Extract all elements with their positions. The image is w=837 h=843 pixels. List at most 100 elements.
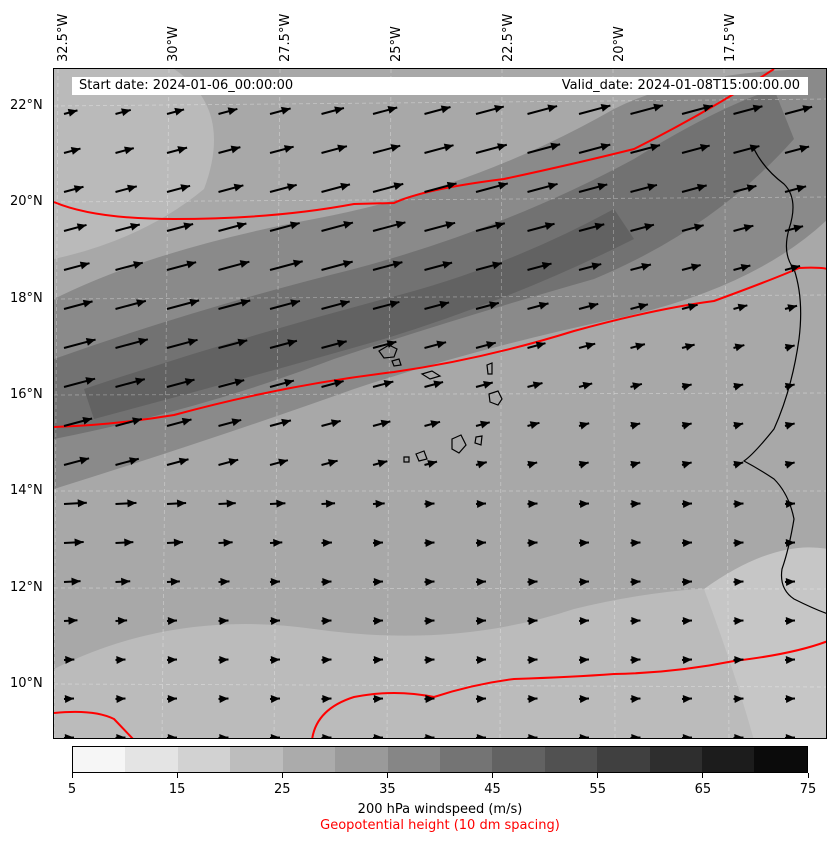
wind-arrow-head — [425, 616, 435, 625]
wind-arrow-head — [635, 342, 645, 351]
wind-arrow-head — [233, 183, 244, 192]
wind-arrow-head — [124, 538, 134, 547]
wind-arrow-head — [178, 457, 189, 466]
lat-label-10n: 10°N — [10, 676, 43, 691]
wind-arrow-head — [578, 460, 589, 469]
wind-arrow-head — [270, 694, 280, 703]
wind-arrow-head — [65, 655, 75, 664]
wind-arrow-head — [476, 577, 486, 586]
wind-arrow-head — [734, 499, 744, 508]
wind-arrow-head — [276, 499, 286, 508]
wind-arrow-head — [240, 298, 251, 307]
wind-arrow-head — [737, 303, 748, 312]
colorbar-segment — [439, 747, 493, 772]
wind-arrow-head — [280, 106, 291, 115]
wind-arrow-head — [334, 106, 344, 115]
wind-arrow-head — [793, 224, 804, 233]
wind-arrow-head — [734, 577, 744, 586]
lat-label-22n: 22°N — [10, 98, 43, 113]
colorbar-segment — [125, 747, 178, 772]
wind-arrow-head — [579, 733, 589, 738]
wind-arrow-head — [696, 183, 707, 192]
wind-arrow-head — [180, 184, 191, 193]
wind-arrow-head — [170, 577, 180, 586]
coastline-africa — [742, 148, 826, 614]
wind-arrow-head — [79, 456, 90, 465]
wind-arrow-head — [273, 538, 283, 547]
wind-arrow-head — [373, 655, 383, 664]
lat-label-12n: 12°N — [10, 580, 43, 595]
lat-label-16n: 16°N — [10, 387, 43, 402]
wind-arrow-head — [187, 338, 198, 347]
wind-arrow-head — [733, 382, 744, 391]
wind-arrow-head — [322, 577, 332, 586]
wind-arrow-head — [284, 379, 294, 387]
wind-arrow-head — [785, 577, 795, 586]
wind-arrow-head — [377, 459, 388, 468]
wind-arrow-head — [682, 616, 692, 625]
wind-arrow-head — [133, 261, 143, 269]
wind-arrow-head — [174, 107, 185, 116]
wind-arrow-head — [733, 460, 744, 469]
wind-arrow-head — [631, 616, 641, 625]
wind-arrow-head — [427, 460, 438, 468]
wind-arrow-head — [231, 418, 242, 427]
wind-arrow-head — [687, 303, 698, 312]
wind-arrow-head — [117, 616, 128, 625]
wind-arrow-head — [177, 146, 188, 154]
wind-arrow-head — [579, 421, 590, 430]
wind-arrow-head — [289, 221, 300, 230]
wind-arrow-head — [219, 616, 229, 625]
wind-arrow-head — [85, 377, 96, 385]
wind-arrow-head — [681, 382, 692, 391]
wind-arrow-head — [237, 338, 248, 347]
wind-arrow-head — [286, 183, 297, 192]
valid-date: Valid_date: 2024-01-08T15:00:00.00 — [561, 78, 800, 93]
colorbar-tick-label: 15 — [168, 782, 186, 797]
wind-arrow-head — [322, 694, 332, 703]
wind-arrow-head — [281, 418, 291, 427]
colorbar-tick-label: 45 — [484, 782, 501, 797]
wind-arrow-head — [734, 538, 744, 547]
wind-arrow-head — [325, 499, 336, 508]
wind-arrow-head — [632, 382, 642, 391]
wind-arrow-head — [597, 182, 608, 191]
colorbar-tick-mark — [386, 773, 388, 778]
lat-label-14n: 14°N — [10, 483, 43, 498]
wind-arrow-head — [129, 457, 139, 465]
wind-arrow-head — [631, 538, 641, 547]
wind-arrow-head — [476, 733, 486, 738]
wind-arrow-head — [682, 499, 692, 508]
wind-arrow-head — [283, 145, 294, 153]
wind-arrow-head — [483, 380, 493, 389]
wind-arrow-head — [541, 262, 552, 270]
wind-arrow-head — [547, 182, 558, 191]
wind-arrow-head — [333, 379, 344, 388]
geopotential-caption: Geopotential height (10 dm spacing) — [320, 818, 560, 833]
wind-arrow-head — [184, 378, 195, 386]
colorbar-segment — [73, 747, 126, 772]
wind-arrow-head — [796, 184, 807, 193]
wind-arrow-head — [127, 184, 137, 193]
wind-arrow-head — [292, 259, 303, 268]
wind-arrow-head — [79, 261, 90, 270]
lat-label-20n: 20°N — [10, 194, 43, 209]
wind-arrow-head — [784, 460, 795, 469]
wind-arrow-head — [579, 577, 589, 586]
lon-label-32-5w: 32.5°W — [56, 13, 71, 62]
wind-arrow-head — [322, 733, 332, 738]
cape-verde-islands — [378, 344, 503, 463]
wind-arrow-head — [681, 421, 692, 430]
wind-arrow-head — [322, 538, 332, 547]
colorbar-segment — [544, 747, 598, 772]
colorbar-tick-label: 75 — [799, 782, 817, 797]
wind-arrow-head — [121, 577, 131, 586]
wind-arrow-head — [219, 655, 229, 664]
wind-arrow-head — [121, 108, 131, 117]
wind-arrow-head — [234, 378, 245, 387]
wind-arrow-head — [799, 145, 810, 153]
wind-arrow-head — [476, 655, 486, 664]
colorbar-tick-label: 5 — [67, 782, 77, 797]
wind-arrow-head — [425, 538, 435, 547]
wind-arrow-head — [600, 143, 611, 151]
